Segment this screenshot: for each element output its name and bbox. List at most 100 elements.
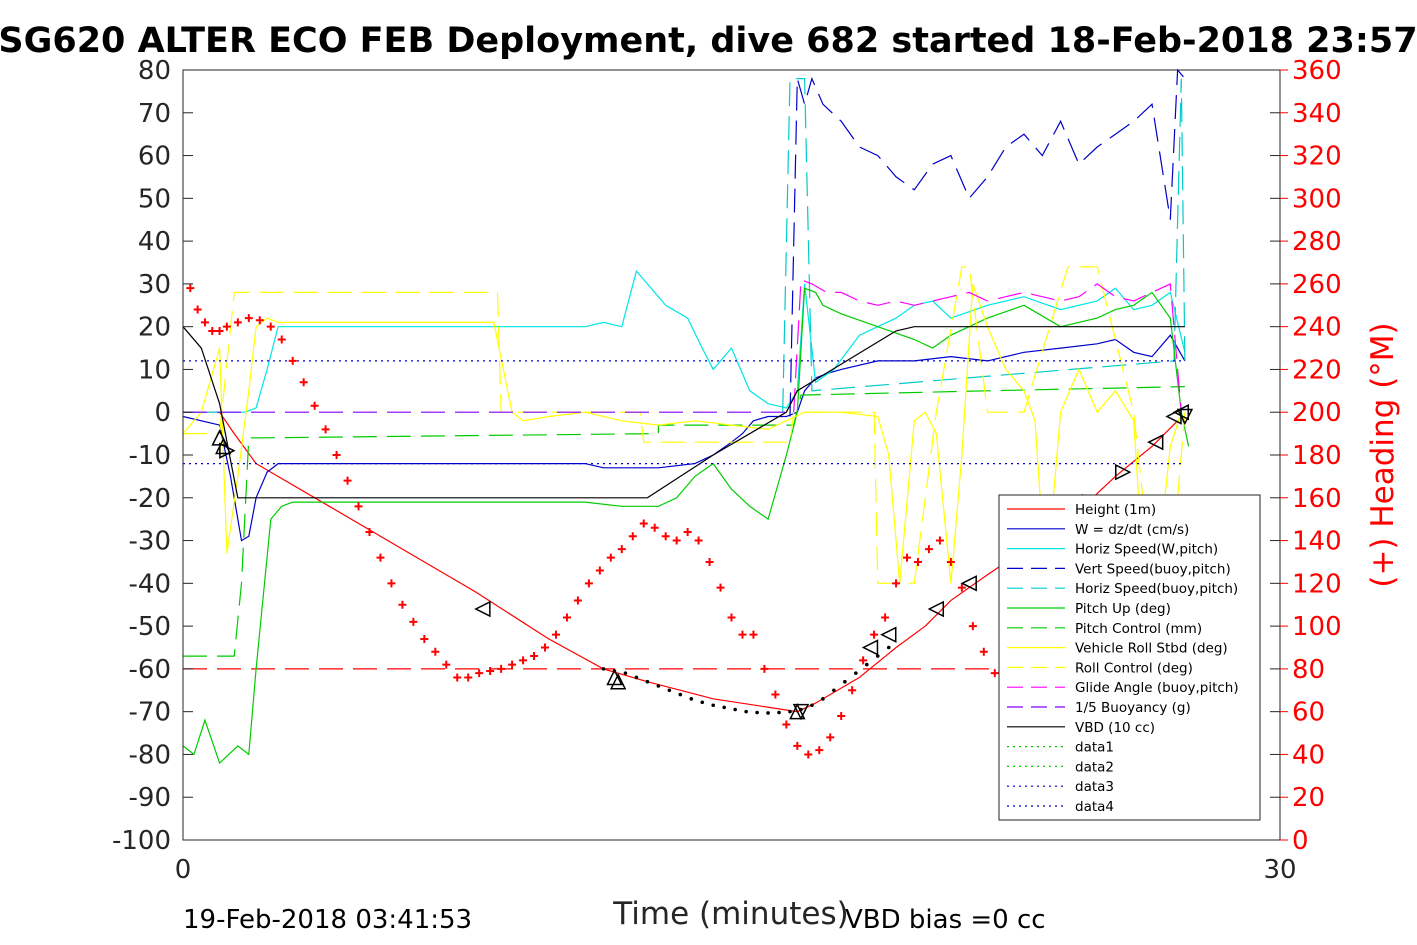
legend-entry: data2 [1075,759,1114,775]
heading-point [957,583,966,592]
legend-entry: Vert Speed(buoy,pitch) [1075,561,1231,577]
chart-title: SG620 ALTER ECO FEB Deployment, dive 682… [0,21,1417,61]
heading-point [694,536,703,545]
x-axis: 0 30 [175,855,1297,885]
left-tick-label: -30 [129,527,171,557]
left-tick-label: -90 [129,783,171,813]
heading-point [924,545,933,554]
left-axis: 80 70 60 50 40 30 20 10 0 -10 -20 -30 -40 -50 -60 -70 -8… [112,56,1280,856]
heading-point [639,519,648,528]
series-line-8 [183,266,1186,584]
right-tick-label: 300 [1292,184,1342,214]
left-tick-label: -50 [129,612,171,642]
triangle-marker [1115,463,1132,481]
heading-point [266,322,275,331]
heading-point [584,579,593,588]
heading-point [749,630,758,639]
heading-point [672,536,681,545]
vbd-dot [623,671,628,675]
vbd-dot [601,667,606,671]
legend-entry: Horiz Speed(W,pitch) [1075,542,1218,558]
heading-point [215,326,224,335]
triangle-marker [927,600,945,618]
heading-point [848,686,857,695]
right-tick-label: 20 [1292,783,1325,813]
left-tick-label: -60 [129,655,171,685]
right-tick-label: 0 [1292,826,1309,856]
right-tick-label: 80 [1292,655,1325,685]
triangle-marker [960,575,977,592]
heading-point [464,673,473,682]
series-line-5 [182,287,1190,765]
left-tick-label: 50 [138,184,171,214]
footer-vbd-bias: VBD bias =0 cc [845,905,1046,935]
heading-point [870,630,879,639]
vbd-dot [854,671,858,675]
heading-point [859,656,868,665]
vbd-dot [689,697,694,701]
vbd-dot [700,700,705,705]
vbd-dot [755,710,759,715]
heading-point [321,425,330,434]
heading-point [486,667,495,676]
vbd-dot [678,692,683,697]
right-tick-label: 280 [1292,227,1342,257]
left-tick-label: -80 [129,740,171,770]
left-tick-label: 80 [138,56,171,86]
heading-point [508,660,517,669]
heading-point [299,378,308,387]
vbd-dot [864,662,869,667]
legend-entry: 1/5 Buoyancy (g) [1075,700,1191,716]
right-tick-label: 320 [1292,142,1342,172]
legend-entry: W = dz/dt (cm/s) [1075,522,1189,538]
heading-point [519,656,528,665]
vbd-dot [766,711,770,715]
right-tick-label: 340 [1292,99,1342,129]
heading-point [935,536,944,545]
legend-entry: data4 [1075,799,1114,815]
heading-point [200,318,209,327]
vbd-dot [777,710,781,715]
heading-point [343,476,352,485]
right-tick-label: 220 [1292,355,1342,385]
heading-point [793,741,802,750]
left-tick-label: -70 [129,698,171,728]
legend-entry: Pitch Control (mm) [1075,621,1202,637]
series-line-9 [793,278,1182,413]
left-tick-label: -100 [112,826,171,856]
heading-point [606,553,615,562]
heading-point [208,326,217,335]
triangle-marker [1146,433,1164,451]
heading-point [716,583,725,592]
triangle-marker [861,639,879,656]
legend-entry: Horiz Speed(buoy,pitch) [1075,581,1238,597]
footer-timestamp: 19-Feb-2018 03:41:53 [183,905,472,935]
triangle-marker [474,600,491,618]
heading-point [530,652,539,661]
vbd-dot [656,684,661,688]
heading-point [255,316,264,325]
heading-point [738,630,747,639]
left-tick-label: 40 [138,227,171,257]
heading-point [354,502,363,511]
heading-point [990,669,999,678]
vbd-dot [810,703,814,708]
x-axis-label: Time (minutes) [612,896,848,932]
series-line-4 [782,77,1186,413]
vbd-dot [821,697,825,701]
vbd-dot [832,688,836,693]
right-tick-label: 40 [1292,740,1325,770]
heading-point [628,532,637,541]
series-line-11 [182,326,1185,499]
heading-point [650,523,659,532]
legend-entry: Pitch Up (deg) [1075,601,1171,617]
heading-point [913,557,922,566]
left-tick-label: 30 [138,270,171,300]
heading-point [398,600,407,609]
heading-point [541,643,550,652]
heading-point [804,750,813,759]
right-axis-label: (+) Heading (°M) [1365,322,1401,587]
heading-point [892,579,901,588]
vbd-dot [788,709,792,714]
left-tick-label: 0 [154,398,171,428]
